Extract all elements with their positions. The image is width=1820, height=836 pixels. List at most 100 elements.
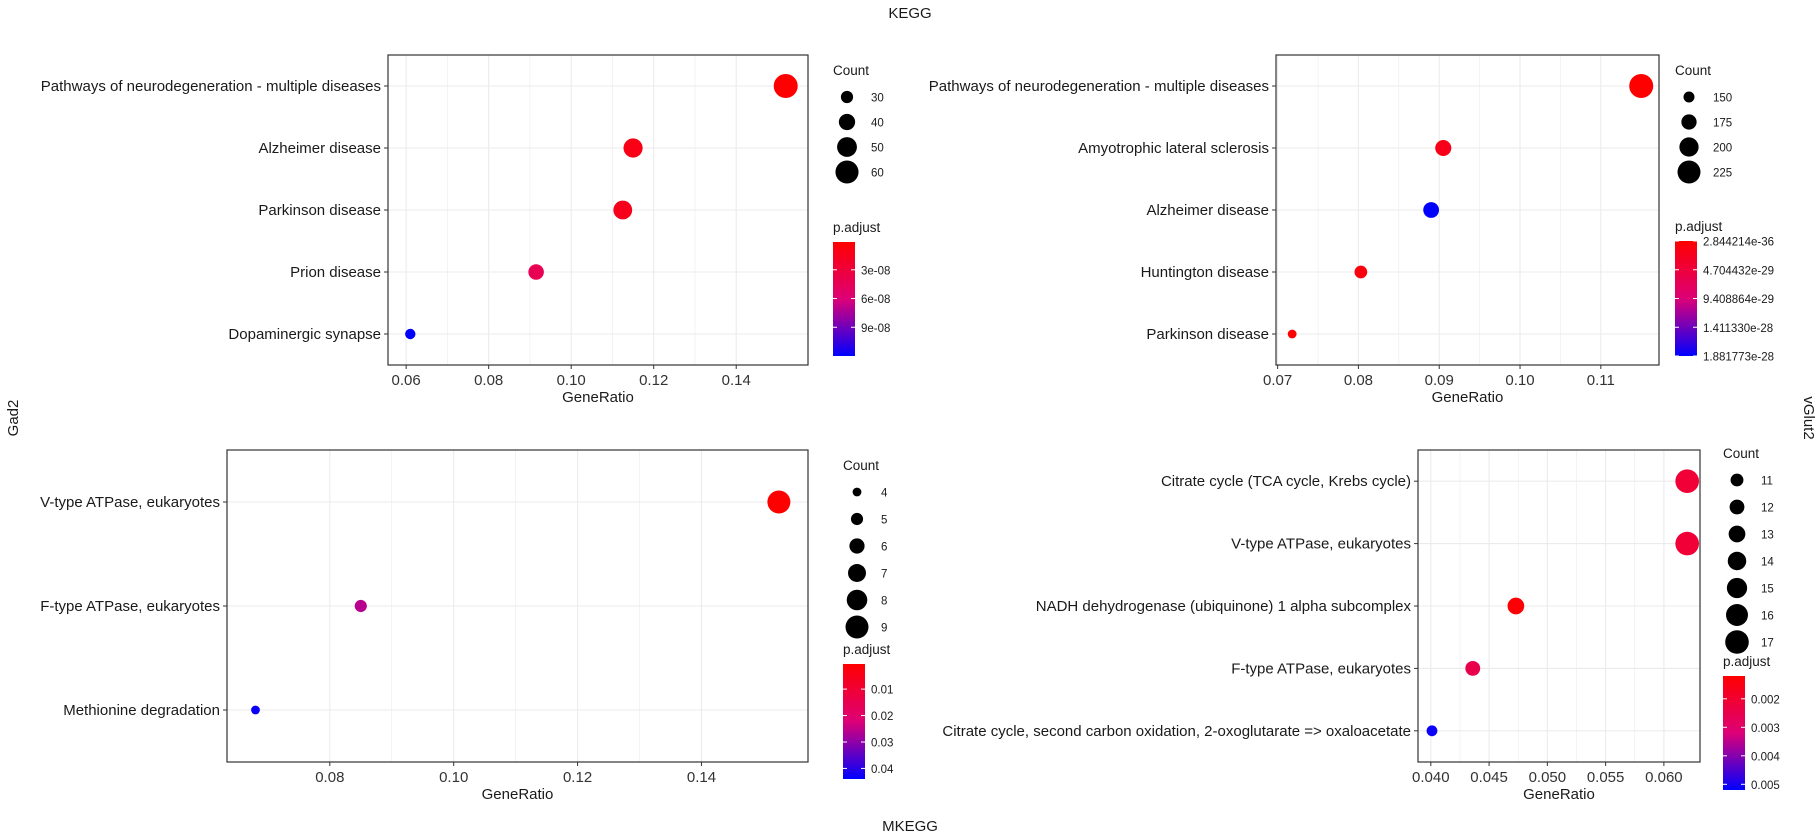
- size-legend-key: [1681, 114, 1697, 130]
- y-tick-label: Citrate cycle, second carbon oxidation, …: [942, 723, 1411, 740]
- data-point: [528, 264, 544, 280]
- x-tick-label: 0.12: [563, 769, 592, 786]
- x-tick-label: 0.08: [1344, 372, 1373, 389]
- x-tick-label: 0.12: [639, 372, 668, 389]
- y-tick-label: V-type ATPase, eukaryotes: [40, 494, 220, 511]
- data-point: [1465, 660, 1481, 676]
- data-point: [1354, 265, 1368, 279]
- data-point: [1675, 469, 1699, 494]
- x-tick-label: 0.14: [722, 372, 751, 389]
- data-point: [1423, 202, 1440, 218]
- x-axis-label: GeneRatio: [562, 389, 634, 406]
- dotplot-panel-kegg-gad2: Pathways of neurodegeneration - multiple…: [41, 54, 890, 406]
- size-legend-label: 13: [1761, 530, 1774, 542]
- size-legend-label: 15: [1761, 584, 1774, 596]
- x-tick-label: 0.11: [1587, 372, 1615, 389]
- y-tick-label: Pathways of neurodegeneration - multiple…: [929, 78, 1269, 95]
- data-point: [623, 138, 643, 158]
- color-legend-label: 1.411330e-28: [1703, 323, 1773, 335]
- y-tick-label: Parkinson disease: [1146, 326, 1269, 343]
- data-point: [251, 705, 260, 715]
- x-tick-label: 0.040: [1412, 769, 1450, 786]
- size-legend-label: 175: [1713, 118, 1732, 130]
- size-legend-label: 5: [881, 515, 887, 527]
- size-legend-key: [1729, 499, 1745, 515]
- size-legend-title: Count: [1675, 63, 1711, 78]
- color-legend-label: 9.408864e-29: [1703, 294, 1774, 306]
- size-legend-key: [1679, 137, 1699, 157]
- color-legend-label: 0.003: [1751, 723, 1780, 735]
- x-tick-label: 0.10: [439, 769, 468, 786]
- color-legend-label: 1.881773e-28: [1703, 352, 1774, 364]
- x-tick-label: 0.055: [1587, 769, 1625, 786]
- x-tick-label: 0.10: [557, 372, 586, 389]
- color-legend-bar: [833, 242, 855, 356]
- data-point: [405, 328, 416, 340]
- y-tick-label: F-type ATPase, eukaryotes: [1231, 660, 1411, 677]
- y-tick-label: Amyotrophic lateral sclerosis: [1078, 140, 1269, 157]
- y-tick-label: Citrate cycle (TCA cycle, Krebs cycle): [1161, 473, 1411, 490]
- color-legend-bar: [843, 664, 865, 779]
- figure-right-label: vGlut2: [1800, 396, 1817, 439]
- panel-border: [387, 54, 809, 366]
- data-point: [1426, 725, 1438, 737]
- x-tick-label: 0.06: [392, 372, 421, 389]
- y-tick-label: Parkinson disease: [258, 202, 381, 219]
- dotplot-panel-mkegg-gad2: V-type ATPase, eukaryotes F-type ATPase, …: [40, 449, 894, 803]
- y-tick-label: F-type ATPase, eukaryotes: [40, 598, 220, 615]
- data-point: [1287, 329, 1297, 339]
- color-legend-label: 4.704432e-29: [1703, 265, 1774, 277]
- x-tick-label: 0.08: [315, 769, 344, 786]
- size-legend-title: Count: [1723, 446, 1759, 461]
- x-axis-label: GeneRatio: [1523, 786, 1595, 803]
- size-legend-key: [848, 564, 866, 582]
- figure-bottom-label: MKEGG: [882, 818, 938, 835]
- size-legend-key: [1683, 91, 1695, 103]
- y-tick-label: Methionine degradation: [63, 702, 220, 719]
- data-point: [767, 490, 791, 514]
- data-point: [613, 200, 633, 220]
- size-legend-label: 40: [871, 118, 884, 130]
- color-legend-title: p.adjust: [1723, 654, 1771, 669]
- color-legend-title: p.adjust: [833, 220, 881, 235]
- data-point: [1629, 74, 1654, 98]
- color-legend-title: p.adjust: [843, 642, 891, 657]
- y-tick-label: Alzheimer disease: [258, 140, 381, 157]
- size-legend-label: 30: [871, 93, 884, 105]
- x-tick-label: 0.14: [687, 769, 716, 786]
- size-legend-label: 11: [1761, 476, 1773, 488]
- y-tick-label: NADH dehydrogenase (ubiquinone) 1 alpha …: [1036, 598, 1412, 615]
- dotplot-panel-mkegg-vglut2: Citrate cycle (TCA cycle, Krebs cycle) V-…: [942, 446, 1780, 803]
- size-legend-key: [850, 512, 864, 526]
- size-legend-label: 7: [881, 569, 887, 581]
- color-legend-title: p.adjust: [1675, 219, 1723, 234]
- size-legend-label: 225: [1713, 168, 1732, 180]
- x-tick-label: 0.050: [1529, 769, 1567, 786]
- x-tick-label: 0.08: [474, 372, 503, 389]
- size-legend-label: 4: [881, 488, 888, 500]
- color-legend-bar: [1723, 676, 1745, 790]
- x-tick-label: 0.09: [1425, 372, 1454, 389]
- size-legend-key: [852, 487, 862, 497]
- size-legend-title: Count: [833, 63, 869, 78]
- data-point: [354, 599, 367, 613]
- size-legend-label: 6: [881, 542, 887, 554]
- panel-border: [226, 449, 809, 763]
- data-point: [1507, 597, 1525, 615]
- size-legend-key: [835, 160, 859, 184]
- data-point: [1675, 531, 1699, 556]
- x-tick-label: 0.060: [1645, 769, 1683, 786]
- color-legend-label: 0.005: [1751, 780, 1780, 792]
- size-legend-label: 17: [1761, 638, 1774, 650]
- panel-border: [1417, 449, 1701, 763]
- size-legend-key: [1677, 160, 1701, 184]
- size-legend-key: [1727, 551, 1747, 571]
- x-tick-label: 0.10: [1505, 372, 1534, 389]
- color-legend-label: 0.04: [871, 764, 894, 776]
- color-legend-label: 6e-08: [861, 294, 890, 306]
- x-tick-label: 0.045: [1470, 769, 1508, 786]
- y-tick-label: Dopaminergic synapse: [228, 326, 381, 343]
- size-legend-label: 50: [871, 143, 884, 155]
- figure-top-label: KEGG: [888, 5, 931, 22]
- size-legend-label: 14: [1761, 557, 1774, 569]
